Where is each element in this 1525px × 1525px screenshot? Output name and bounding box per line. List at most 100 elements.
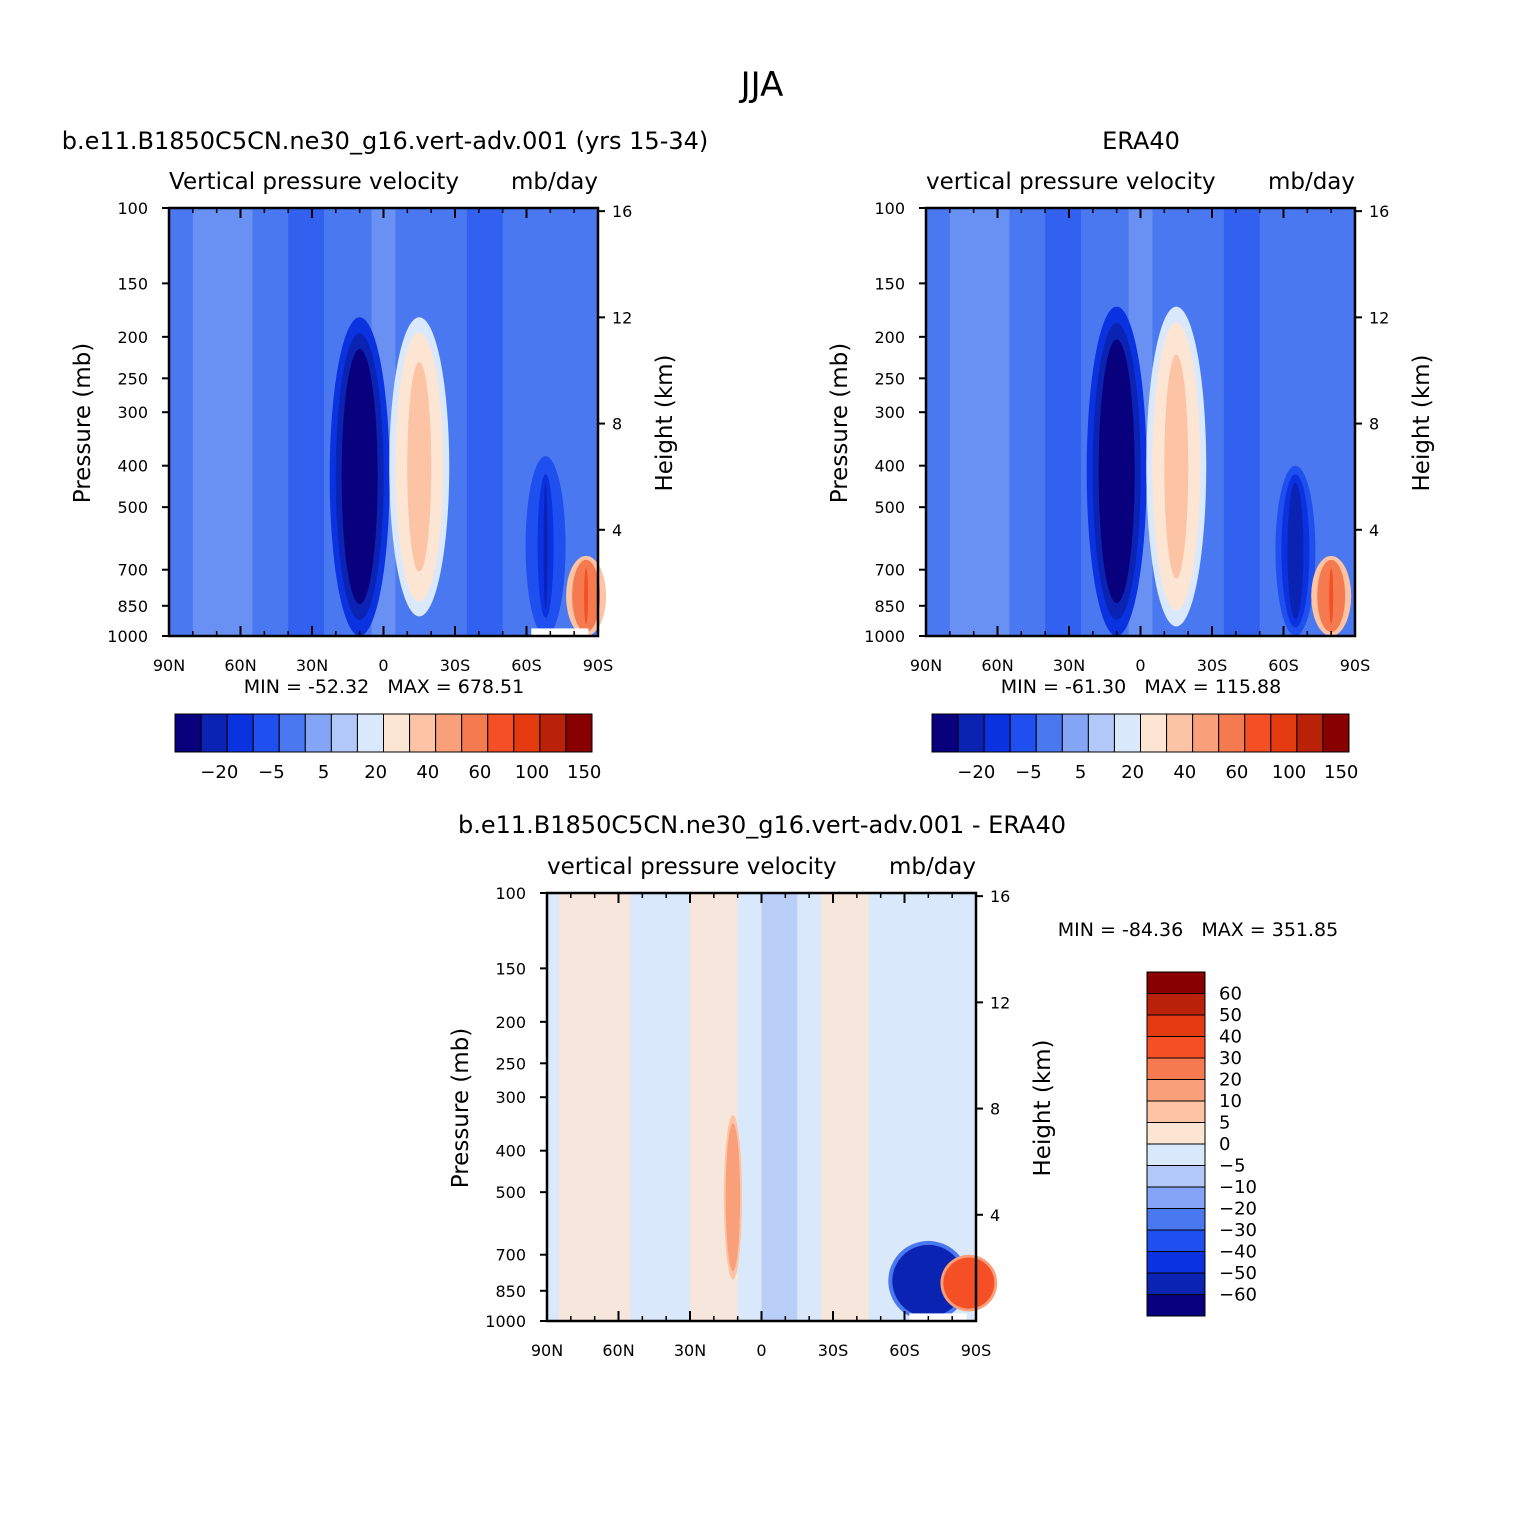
colorbar-cell xyxy=(983,713,1011,753)
y-tick-label: 150 xyxy=(874,274,905,293)
contour-band xyxy=(466,208,503,636)
panel2-title: ERA40 xyxy=(1102,127,1180,155)
colorbar-label: −60 xyxy=(1219,1285,1257,1306)
y2-tick-label: 12 xyxy=(990,993,1010,1012)
colorbar-cell xyxy=(1270,713,1298,753)
contour-band xyxy=(949,208,1010,636)
colorbar-cell xyxy=(1244,713,1272,753)
colorbar-label: 30 xyxy=(1219,1048,1242,1069)
x-tick-label: 90S xyxy=(1340,656,1371,675)
y-tick-label: 700 xyxy=(117,561,148,580)
colorbar-cell xyxy=(1035,713,1063,753)
colorbar-label: −5 xyxy=(1015,762,1042,783)
panel2-plot: 100 150 200 250 300 400 500 700 850 1000 16 12 8 4 90N… xyxy=(864,199,1389,675)
contour-feature xyxy=(1329,567,1334,624)
contour-feature xyxy=(543,483,548,610)
colorbar-label: 100 xyxy=(515,762,549,783)
panel3-subtitle-left: vertical pressure velocity xyxy=(547,854,837,880)
x-tick-label: 30S xyxy=(440,656,471,675)
colorbar-label: 60 xyxy=(468,762,491,783)
colorbar-cell xyxy=(1146,1036,1206,1059)
y-tick-label: 500 xyxy=(117,498,148,517)
x-tick-label: 60S xyxy=(511,656,542,675)
x-tick-label: 60N xyxy=(224,656,256,675)
panel3-ylabel-right: Height (km) xyxy=(1030,1039,1056,1176)
colorbar-label: −10 xyxy=(1219,1177,1257,1198)
y-tick-label: 250 xyxy=(495,1054,526,1073)
y2-tick-label: 16 xyxy=(1369,202,1389,221)
y-tick-label: 300 xyxy=(874,403,905,422)
x-tick-label: 90N xyxy=(531,1341,563,1360)
contour-band xyxy=(1045,208,1081,636)
colorbar-cell xyxy=(383,713,411,753)
colorbar-cell xyxy=(539,713,567,753)
page-title: JJA xyxy=(739,65,784,105)
panel3-plot: 100 150 200 250 300 400 500 700 850 1000 16 12 8 4 90N… xyxy=(485,884,1010,1360)
colorbar-cell xyxy=(330,713,358,753)
colorbar-cell xyxy=(513,713,541,753)
x-tick-label: 30S xyxy=(818,1341,849,1360)
colorbar-label: 150 xyxy=(1324,762,1358,783)
x-tick-label: 0 xyxy=(1135,656,1145,675)
contour-feature xyxy=(347,365,372,589)
colorbar-label: 40 xyxy=(416,762,439,783)
panel1-stats: MIN = -52.32 MAX = 678.51 xyxy=(244,676,524,698)
colorbar-label: 40 xyxy=(1173,762,1196,783)
colorbar-cell xyxy=(1322,713,1350,753)
x-tick-label: 30S xyxy=(1197,656,1228,675)
y-tick-label: 200 xyxy=(117,328,148,347)
colorbar-label: 150 xyxy=(567,762,601,783)
panel1-colorbar: −20 −5 5 20 40 60 100 150 xyxy=(174,713,601,783)
colorbar-cell xyxy=(1061,713,1089,753)
colorbar-label: −20 xyxy=(957,762,995,783)
panel3-stats: MIN = -84.36 MAX = 351.85 xyxy=(1058,919,1338,941)
colorbar-cell xyxy=(1146,1186,1206,1209)
x-tick-label: 90S xyxy=(583,656,614,675)
panel3-subtitle-right: mb/day xyxy=(889,854,976,880)
y2-tick-label: 4 xyxy=(1369,521,1379,540)
colorbar-label: 60 xyxy=(1225,762,1248,783)
x-tick-label: 60N xyxy=(602,1341,634,1360)
colorbar-cell xyxy=(1009,713,1037,753)
colorbar-cell xyxy=(1146,1079,1206,1102)
colorbar-cell xyxy=(1146,1251,1206,1274)
colorbar-cell xyxy=(435,713,463,753)
y2-tick-label: 8 xyxy=(612,415,622,434)
colorbar-cell xyxy=(565,713,593,753)
colorbar-cell xyxy=(226,713,254,753)
y-tick-label: 150 xyxy=(117,274,148,293)
colorbar-cell xyxy=(1146,1122,1206,1145)
colorbar-cell xyxy=(1146,1143,1206,1166)
y-tick-label: 850 xyxy=(117,597,148,616)
y2-tick-label: 16 xyxy=(612,202,632,221)
x-tick-label: 60S xyxy=(1268,656,1299,675)
y2-tick-label: 4 xyxy=(990,1206,1000,1225)
colorbar-cell xyxy=(1218,713,1246,753)
colorbar-label: 5 xyxy=(318,762,329,783)
contour-feature xyxy=(1293,491,1298,611)
y-tick-label: 100 xyxy=(117,199,148,218)
contour-band xyxy=(288,208,324,636)
colorbar-label: −5 xyxy=(1219,1156,1246,1177)
colorbar-cell xyxy=(1146,1014,1206,1037)
y-tick-label: 1000 xyxy=(107,627,148,646)
colorbar-cell xyxy=(1146,1272,1206,1295)
colorbar-cell xyxy=(1296,713,1324,753)
x-tick-label: 0 xyxy=(756,1341,766,1360)
colorbar-label: −20 xyxy=(200,762,238,783)
colorbar-label: 10 xyxy=(1219,1091,1242,1112)
colorbar-cell xyxy=(461,713,489,753)
y2-tick-label: 12 xyxy=(612,308,632,327)
panel1-subtitle-right: mb/day xyxy=(511,169,598,195)
contour-feature xyxy=(584,567,589,624)
colorbar-label: 5 xyxy=(1075,762,1086,783)
y-tick-label: 200 xyxy=(495,1013,526,1032)
y2-tick-label: 8 xyxy=(1369,415,1379,434)
colorbar-cell xyxy=(1140,713,1168,753)
panel3-ylabel: Pressure (mb) xyxy=(448,1028,474,1188)
y-tick-label: 200 xyxy=(874,328,905,347)
contour-band xyxy=(761,893,798,1321)
panel2-subtitle-left: vertical pressure velocity xyxy=(926,169,1216,195)
colorbar-cell xyxy=(1146,1057,1206,1080)
